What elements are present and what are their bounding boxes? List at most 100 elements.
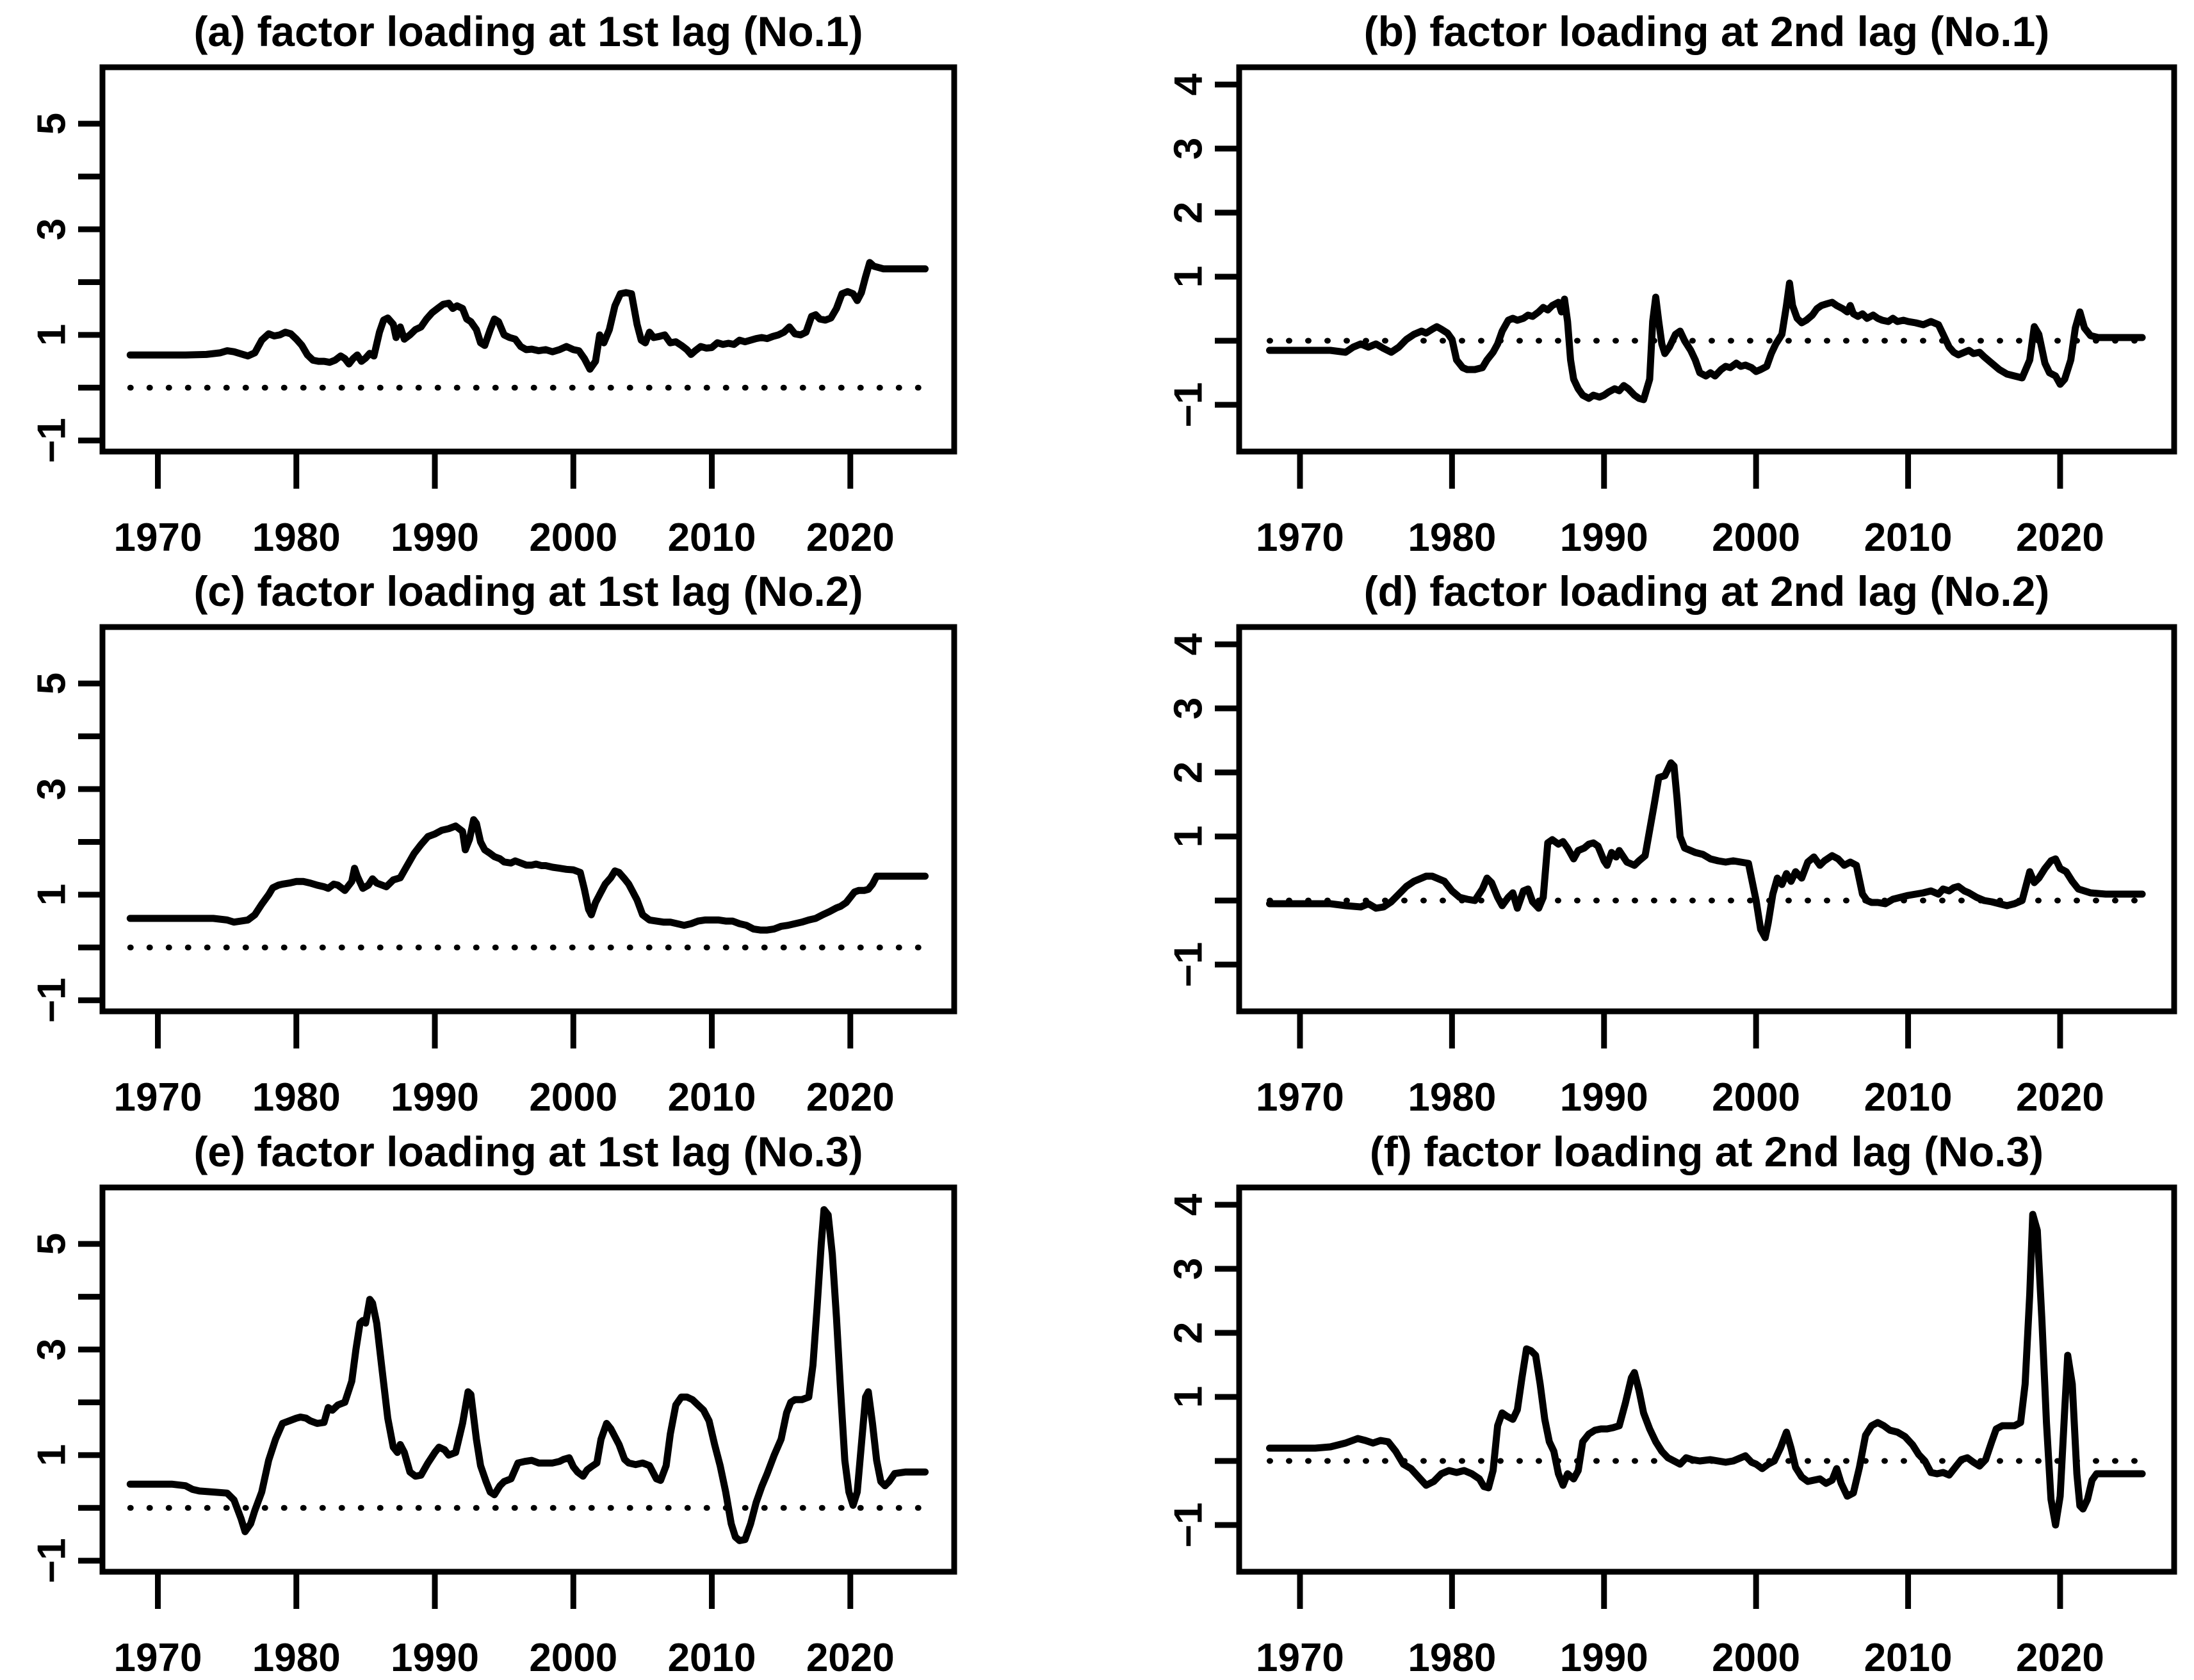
panel-background — [1097, 1120, 2194, 1680]
y-tick-label: 3 — [29, 218, 74, 240]
x-tick-label: 1980 — [1408, 1075, 1496, 1120]
x-tick-label: 2010 — [1864, 1075, 1953, 1120]
y-tick-label: 3 — [29, 778, 74, 800]
x-tick-label: 1970 — [1256, 516, 1344, 560]
series-line — [1266, 759, 2146, 942]
y-axis: −1 1 2 3 4 — [1166, 1193, 1239, 1547]
chart-panel-a: (a) factor loading at 1st lag (No.1) −1 1 3… — [0, 0, 1097, 560]
panel-title: (c) factor loading at 1st lag (No.2) — [193, 567, 863, 615]
y-tick-label: 5 — [29, 113, 74, 135]
panel-f: (f) factor loading at 2nd lag (No.3) −1 1 2… — [1097, 1120, 2194, 1680]
x-tick-label: 1970 — [1256, 1075, 1344, 1120]
x-tick-label: 1970 — [114, 1075, 202, 1120]
panel-title: (e) factor loading at 1st lag (No.3) — [193, 1128, 863, 1175]
y-tick-label: 4 — [1166, 1193, 1210, 1216]
y-tick-label: −1 — [29, 418, 74, 463]
y-tick-label: 4 — [1166, 73, 1210, 95]
x-tick-label: 1990 — [1560, 1075, 1648, 1120]
x-axis: 1970 1980 1990 2000 2010 2020 — [114, 1011, 895, 1120]
panel-background — [0, 560, 1097, 1120]
panel-background — [0, 0, 1097, 560]
panel-background — [1097, 0, 2194, 560]
chart-panel-b: (b) factor loading at 2nd lag (No.1) −1 1 2… — [1097, 0, 2194, 560]
x-tick-label: 2010 — [668, 516, 756, 560]
y-tick-label: 3 — [1166, 697, 1210, 719]
x-axis: 1970 1980 1990 2000 2010 2020 — [114, 452, 895, 560]
chart-panel-f: (f) factor loading at 2nd lag (No.3) −1 1 2… — [1097, 1120, 2194, 1680]
y-tick-label: 3 — [1166, 138, 1210, 159]
y-tick-label: 1 — [1166, 1385, 1210, 1407]
x-tick-label: 1990 — [391, 516, 479, 560]
x-tick-label: 1980 — [252, 1075, 341, 1120]
x-axis: 1970 1980 1990 2000 2010 2020 — [1256, 1011, 2104, 1120]
x-tick-label: 2000 — [1712, 516, 1800, 560]
x-tick-label: 1970 — [114, 1636, 202, 1680]
plot-box — [1236, 1184, 2177, 1575]
panel-title: (d) factor loading at 2nd lag (No.2) — [1364, 567, 2050, 615]
y-axis: −1 1 2 3 4 — [1166, 73, 1239, 427]
plot-box — [1236, 64, 2177, 455]
series-line — [126, 259, 929, 373]
panel-e: (e) factor loading at 1st lag (No.3) −1 1 3… — [0, 1120, 1097, 1680]
x-tick-label: 1990 — [391, 1636, 479, 1680]
y-tick-label: 2 — [1166, 202, 1210, 224]
y-tick-label: 5 — [29, 1233, 74, 1255]
panel-c: (c) factor loading at 1st lag (No.2) −1 1 3… — [0, 560, 1097, 1120]
panel-a: (a) factor loading at 1st lag (No.1) −1 1 3… — [0, 0, 1097, 560]
x-tick-label: 2010 — [668, 1075, 756, 1120]
plot-box — [1236, 624, 2177, 1015]
x-tick-label: 2020 — [806, 1636, 895, 1680]
plot-box — [99, 624, 957, 1015]
y-axis: −1 1 3 5 — [29, 113, 102, 463]
x-tick-label: 1980 — [1408, 1636, 1496, 1680]
x-axis: 1970 1980 1990 2000 2010 2020 — [114, 1571, 895, 1680]
y-tick-label: −1 — [1166, 942, 1210, 988]
x-tick-label: 2000 — [1712, 1075, 1800, 1120]
y-tick-label: 1 — [1166, 266, 1210, 288]
x-tick-label: 2020 — [2016, 1636, 2104, 1680]
y-tick-label: −1 — [29, 1538, 74, 1583]
plot-box — [99, 64, 957, 455]
series-line — [1266, 279, 2146, 404]
x-tick-label: 1980 — [252, 516, 341, 560]
x-tick-label: 1970 — [114, 516, 202, 560]
panel-title: (b) factor loading at 2nd lag (No.1) — [1364, 8, 2050, 55]
x-axis: 1970 1980 1990 2000 2010 2020 — [1256, 452, 2104, 560]
panel-title: (f) factor loading at 2nd lag (No.3) — [1370, 1128, 2044, 1175]
x-tick-label: 1980 — [1408, 516, 1496, 560]
y-tick-label: 3 — [1166, 1257, 1210, 1279]
x-tick-label: 2000 — [1712, 1636, 1800, 1680]
x-tick-label: 1990 — [1560, 516, 1648, 560]
x-tick-label: 2000 — [529, 1075, 617, 1120]
y-axis: −1 1 3 5 — [29, 673, 102, 1023]
series-line — [1266, 1211, 2146, 1529]
y-tick-label: 2 — [1166, 762, 1210, 783]
x-tick-label: 2010 — [668, 1636, 756, 1680]
y-tick-label: 1 — [29, 884, 74, 906]
x-tick-label: 1970 — [1256, 1636, 1344, 1680]
x-tick-label: 2020 — [806, 1075, 895, 1120]
x-tick-label: 1990 — [391, 1075, 479, 1120]
panel-d: (d) factor loading at 2nd lag (No.2) −1 1 2… — [1097, 560, 2194, 1120]
chart-panel-c: (c) factor loading at 1st lag (No.2) −1 1 3… — [0, 560, 1097, 1120]
x-tick-label: 2020 — [2016, 1075, 2104, 1120]
plot-box — [99, 1184, 957, 1575]
series-line — [126, 1205, 929, 1544]
y-tick-label: 4 — [1166, 633, 1210, 656]
chart-panel-e: (e) factor loading at 1st lag (No.3) −1 1 3… — [0, 1120, 1097, 1680]
panel-background — [0, 1120, 1097, 1680]
x-tick-label: 2020 — [806, 516, 895, 560]
y-axis: −1 1 3 5 — [29, 1233, 102, 1583]
x-tick-label: 2000 — [529, 516, 617, 560]
chart-panel-d: (d) factor loading at 2nd lag (No.2) −1 1 2… — [1097, 560, 2194, 1120]
y-tick-label: 2 — [1166, 1321, 1210, 1343]
x-tick-label: 2010 — [1864, 516, 1953, 560]
y-tick-label: 5 — [29, 673, 74, 694]
y-tick-label: −1 — [1166, 1502, 1210, 1547]
y-tick-label: −1 — [29, 978, 74, 1023]
x-tick-label: 2000 — [529, 1636, 617, 1680]
y-axis: −1 1 2 3 4 — [1166, 633, 1239, 988]
x-tick-label: 2010 — [1864, 1636, 1953, 1680]
y-tick-label: 3 — [29, 1338, 74, 1360]
